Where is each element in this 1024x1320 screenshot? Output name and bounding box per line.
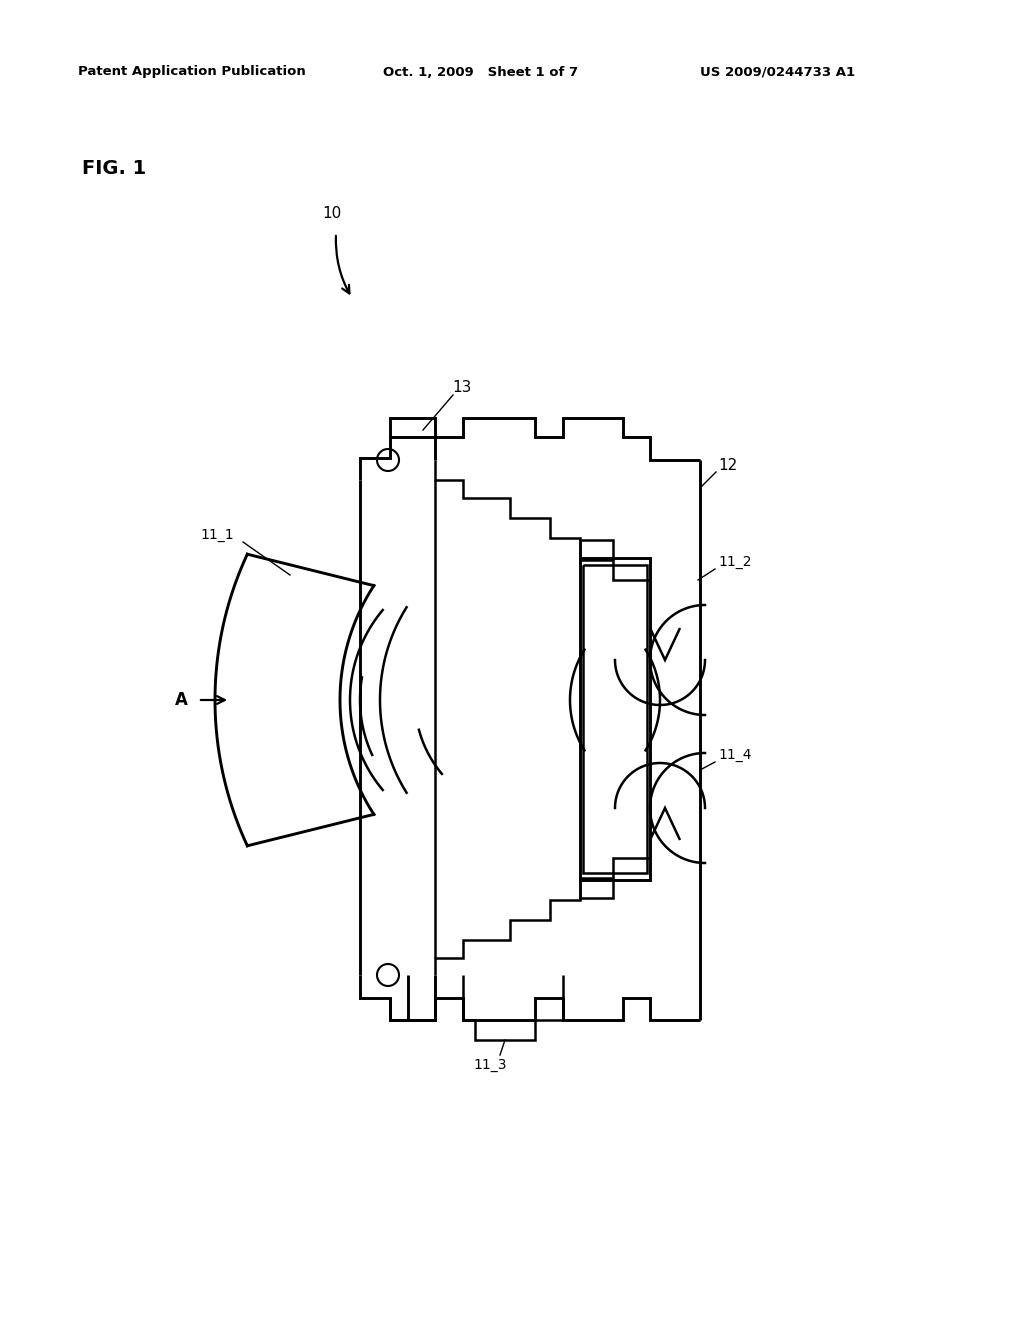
Text: 11_2: 11_2 — [718, 554, 752, 569]
Text: A: A — [175, 690, 187, 709]
Text: 12: 12 — [718, 458, 737, 473]
Text: 11_4: 11_4 — [718, 748, 752, 762]
Text: 10: 10 — [323, 206, 342, 220]
Text: FIG. 1: FIG. 1 — [82, 158, 146, 177]
Text: 11_3: 11_3 — [473, 1059, 507, 1072]
Text: Oct. 1, 2009   Sheet 1 of 7: Oct. 1, 2009 Sheet 1 of 7 — [383, 66, 579, 78]
Text: US 2009/0244733 A1: US 2009/0244733 A1 — [700, 66, 855, 78]
Text: 11_1: 11_1 — [200, 528, 233, 543]
Text: 13: 13 — [453, 380, 472, 396]
Text: Patent Application Publication: Patent Application Publication — [78, 66, 306, 78]
